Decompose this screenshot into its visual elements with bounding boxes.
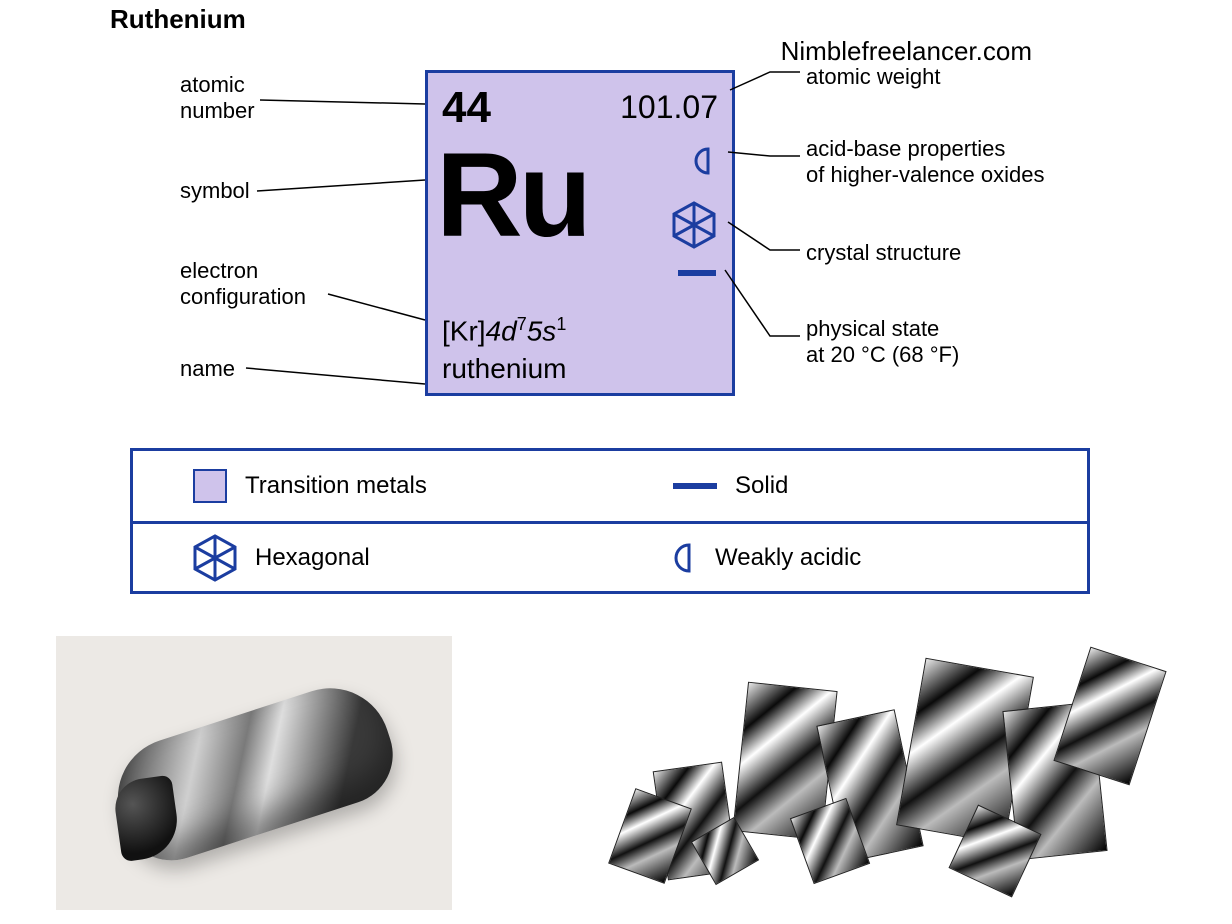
econf-prefix: [Kr] xyxy=(442,315,486,346)
legend-cell-transition-metals: Transition metals xyxy=(133,469,613,503)
econf-s-sup: 1 xyxy=(556,314,566,334)
hexagonal-icon xyxy=(193,534,237,582)
label-crystal-structure: crystal structure xyxy=(806,240,961,266)
atomic-weight: 101.07 xyxy=(620,89,718,126)
econf-s: 5s xyxy=(527,315,557,346)
element-name: ruthenium xyxy=(442,353,567,385)
legend-label: Solid xyxy=(735,472,788,500)
label-name: name xyxy=(180,356,235,382)
legend: Transition metals Solid Hexagonal Weakly… xyxy=(130,448,1090,594)
photo-ingot xyxy=(56,636,452,910)
legend-cell-hexagonal: Hexagonal xyxy=(133,534,613,582)
electron-configuration: [Kr]4d75s1 xyxy=(442,314,566,347)
legend-row: Hexagonal Weakly acidic xyxy=(133,521,1087,591)
photo-crystals xyxy=(600,626,1160,916)
transition-metals-swatch-icon xyxy=(193,469,227,503)
atomic-number: 44 xyxy=(442,83,491,133)
acid-base-icon xyxy=(694,147,716,180)
legend-row: Transition metals Solid xyxy=(133,451,1087,521)
ruthenium-ingot-illustration xyxy=(102,673,405,874)
source-credit: Nimblefreelancer.com xyxy=(781,36,1032,67)
page-title: Ruthenium xyxy=(110,4,246,35)
crystal-structure-icon xyxy=(672,201,716,254)
element-tile: 44 101.07 Ru [Kr]4d75s1 ruthenium xyxy=(425,70,735,396)
label-symbol: symbol xyxy=(180,178,250,204)
legend-label: Hexagonal xyxy=(255,544,370,572)
element-symbol: Ru xyxy=(436,135,588,255)
ruthenium-crystals-illustration xyxy=(600,626,1160,916)
legend-label: Weakly acidic xyxy=(715,544,861,572)
label-electron-configuration: electron configuration xyxy=(180,258,306,311)
solid-line-icon xyxy=(673,483,717,489)
legend-label: Transition metals xyxy=(245,472,427,500)
legend-cell-solid: Solid xyxy=(613,472,1073,500)
label-acid-base: acid-base properties of higher-valence o… xyxy=(806,136,1044,189)
label-physical-state: physical state at 20 °C (68 °F) xyxy=(806,316,959,369)
econf-d-sup: 7 xyxy=(517,314,527,334)
physical-state-icon xyxy=(678,265,716,283)
label-atomic-number: atomic number xyxy=(180,72,255,125)
weakly-acidic-icon xyxy=(673,543,697,573)
label-atomic-weight: atomic weight xyxy=(806,64,941,90)
legend-cell-weakly-acidic: Weakly acidic xyxy=(613,543,1073,573)
econf-d: 4d xyxy=(486,315,517,346)
